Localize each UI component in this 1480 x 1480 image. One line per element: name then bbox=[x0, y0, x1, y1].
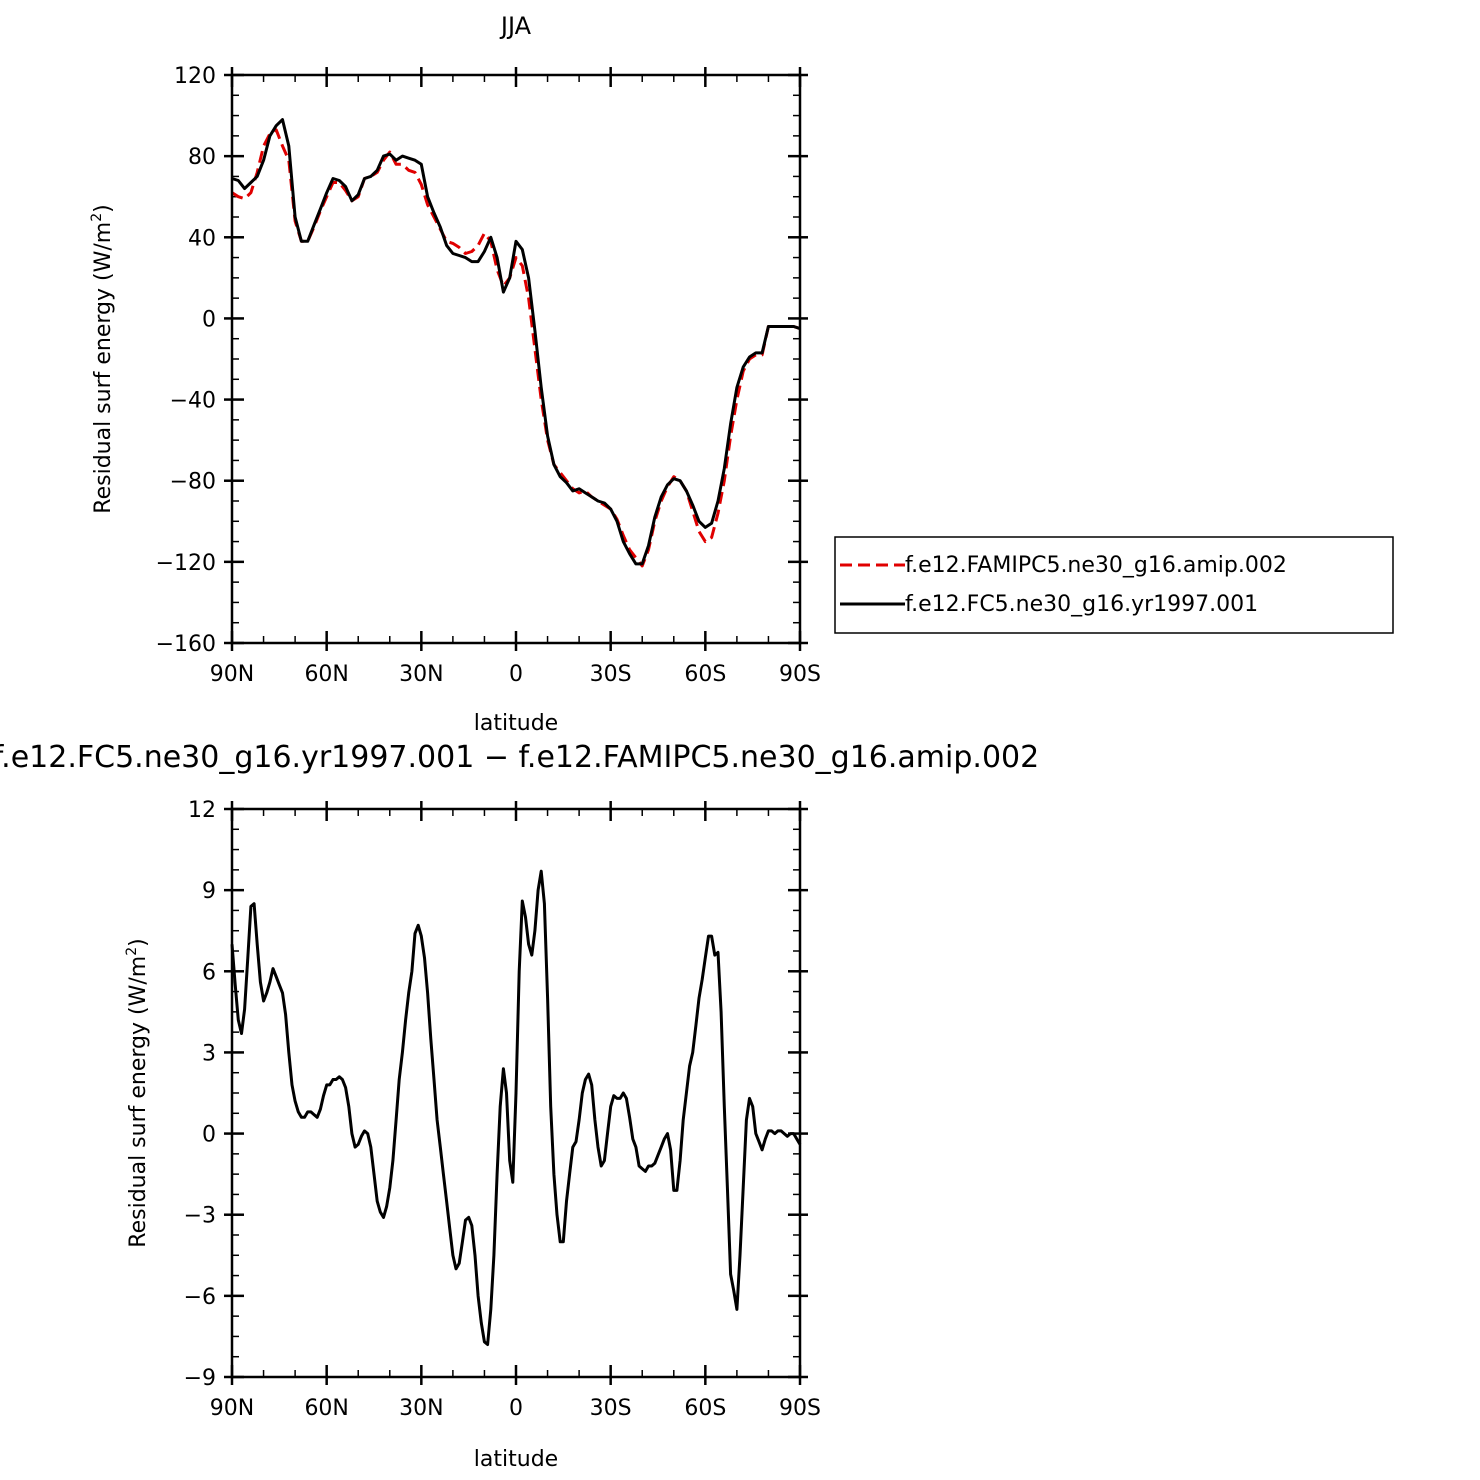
bottom-y-tick-label: −6 bbox=[184, 1285, 216, 1310]
bottom-y-axis-label-main: Residual surf energy (W/m bbox=[126, 956, 151, 1248]
top-chart-title: JJA bbox=[499, 12, 532, 40]
top-x-tick-label: 90N bbox=[210, 662, 254, 687]
bottom-x-tick-label: 0 bbox=[509, 1396, 523, 1421]
top-x-tick-label: 30N bbox=[399, 662, 443, 687]
bottom-x-axis-label: latitude bbox=[474, 1447, 558, 1472]
bottom-series-line-0 bbox=[230, 869, 802, 1346]
bottom-y-tick-label: 12 bbox=[188, 798, 216, 823]
bottom-chart-panel: f.e12.FC5.ne30_g16.yr1997.001 − f.e12.FA… bbox=[0, 740, 1039, 1472]
top-y-axis-label-main: Residual surf energy (W/m bbox=[91, 222, 116, 514]
bottom-plot-frame bbox=[230, 807, 802, 1379]
top-y-tick-label: 80 bbox=[188, 145, 216, 170]
top-x-tick-label: 60S bbox=[684, 662, 726, 687]
top-x-tick-label: 30S bbox=[590, 662, 632, 687]
bottom-x-tick-label: 60S bbox=[684, 1396, 726, 1421]
bottom-y-axis-label: Residual surf energy (W/m2) bbox=[124, 938, 151, 1247]
top-series-line-1 bbox=[231, 118, 801, 566]
bottom-y-tick-label: 6 bbox=[202, 960, 216, 985]
bottom-y-axis-label-sup: 2 bbox=[124, 947, 140, 956]
bottom-y-tick-label: 0 bbox=[202, 1123, 216, 1148]
bottom-series-lines bbox=[230, 869, 802, 1346]
bottom-y-tick-label: 9 bbox=[202, 879, 216, 904]
bottom-x-tick-label: 30N bbox=[399, 1396, 443, 1421]
top-x-tick-label: 60N bbox=[304, 662, 348, 687]
top-y-tick-label: −80 bbox=[170, 470, 216, 495]
top-y-axis-label: Residual surf energy (W/m2) bbox=[89, 204, 116, 513]
bottom-tick-labels: 90N 60N 30N 0 30S 60S 90S 12 9 6 3 0 −3 −6 −9 bbox=[184, 798, 821, 1421]
legend: f.e12.FAMIPC5.ne30_g16.amip.002 f.e12.FC… bbox=[834, 536, 1394, 634]
top-tick-labels: 90N 60N 30N 0 30S 60S 90S 120 80 40 0 −40 −80 −120 −16… bbox=[156, 64, 821, 687]
top-y-tick-label: 120 bbox=[174, 64, 216, 89]
bottom-x-tick-label: 30S bbox=[590, 1396, 632, 1421]
top-x-tick-label: 0 bbox=[509, 662, 523, 687]
bottom-y-tick-label: −9 bbox=[184, 1366, 216, 1391]
bottom-y-tick-label: −3 bbox=[184, 1204, 216, 1229]
top-y-tick-label: −160 bbox=[156, 632, 216, 657]
top-y-axis-label-sup: 2 bbox=[89, 213, 105, 222]
bottom-y-axis-label-close: ) bbox=[126, 938, 151, 947]
top-y-tick-label: −120 bbox=[156, 551, 216, 576]
legend-label-amip: f.e12.FAMIPC5.ne30_g16.amip.002 bbox=[905, 553, 1287, 578]
top-series-lines bbox=[231, 118, 801, 568]
top-tick-marks bbox=[224, 67, 808, 651]
legend-label-yr1997: f.e12.FC5.ne30_g16.yr1997.001 bbox=[905, 592, 1258, 617]
top-plot-frame bbox=[230, 73, 802, 645]
top-x-axis-label: latitude bbox=[474, 711, 558, 736]
legend-box bbox=[834, 536, 1394, 634]
top-y-tick-label: −40 bbox=[170, 389, 216, 414]
top-x-tick-label: 90S bbox=[779, 662, 821, 687]
top-series-line-0 bbox=[231, 128, 801, 568]
bottom-chart-title: f.e12.FC5.ne30_g16.yr1997.001 − f.e12.FA… bbox=[0, 740, 1039, 775]
bottom-x-tick-label: 90N bbox=[210, 1396, 254, 1421]
bottom-x-tick-label: 90S bbox=[779, 1396, 821, 1421]
bottom-y-tick-label: 3 bbox=[202, 1041, 216, 1066]
top-y-tick-label: 0 bbox=[202, 307, 216, 332]
top-y-axis-label-close: ) bbox=[91, 204, 116, 213]
bottom-x-tick-label: 60N bbox=[304, 1396, 348, 1421]
top-chart-panel: JJA 90N 60N 30N 0 30S 60S 90S 120 80 40 0 −40 −80 −12… bbox=[89, 12, 821, 736]
top-y-tick-label: 40 bbox=[188, 226, 216, 251]
